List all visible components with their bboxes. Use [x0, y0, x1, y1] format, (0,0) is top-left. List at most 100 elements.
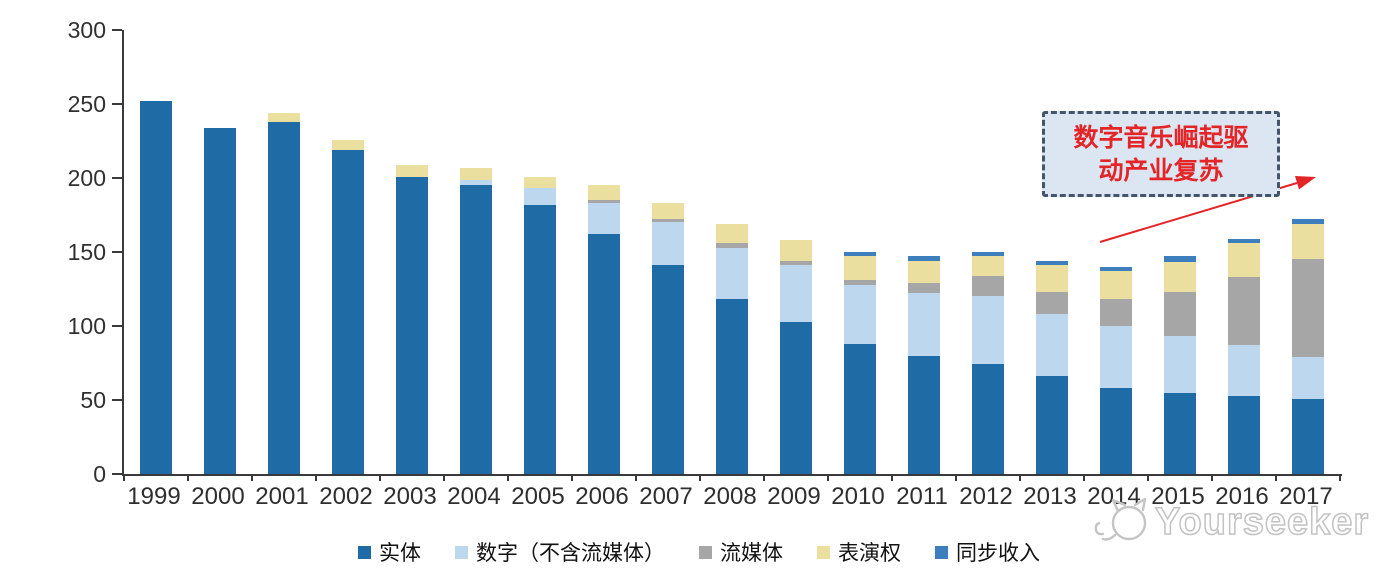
- x-tick-mark: [1147, 474, 1149, 481]
- y-tick-mark: [112, 251, 122, 253]
- bar-segment-数字（不含流媒体）: [524, 188, 556, 205]
- bar-segment-同步收入: [908, 256, 940, 261]
- bar-segment-实体: [652, 265, 684, 474]
- x-tick-mark: [123, 474, 125, 481]
- x-tick-mark: [891, 474, 893, 481]
- x-tick-mark: [251, 474, 253, 481]
- bar-2003: [396, 164, 428, 474]
- x-tick-label: 2012: [959, 483, 1013, 510]
- legend-label: 实体: [379, 541, 421, 565]
- x-tick-label: 2000: [191, 483, 245, 510]
- legend-label: 数字（不含流媒体）: [476, 541, 665, 565]
- bar-segment-表演权: [652, 203, 684, 220]
- bar-segment-实体: [268, 121, 300, 474]
- bar-segment-表演权: [1100, 271, 1132, 300]
- x-tick-mark: [827, 474, 829, 481]
- annotation-box: 数字音乐崛起驱 动产业复苏: [1042, 111, 1280, 197]
- legend-label: 表演权: [838, 541, 901, 565]
- x-tick-label: 2017: [1279, 483, 1333, 510]
- bar-2002: [332, 139, 364, 474]
- bar-segment-表演权: [460, 167, 492, 180]
- bar-segment-实体: [780, 321, 812, 474]
- bar-segment-数字（不含流媒体）: [780, 265, 812, 322]
- x-tick-label: 2006: [575, 483, 629, 510]
- bar-segment-数字（不含流媒体）: [1100, 326, 1132, 389]
- bar-segment-流媒体: [716, 243, 748, 248]
- x-tick-mark: [699, 474, 701, 481]
- bar-segment-数字（不含流媒体）: [972, 296, 1004, 365]
- y-tick-label: 50: [80, 387, 106, 413]
- bar-2011: [908, 256, 940, 474]
- bar-2010: [844, 252, 876, 474]
- cat-logo-icon: [1094, 497, 1147, 541]
- bar-segment-流媒体: [908, 283, 940, 294]
- x-tick-mark: [763, 474, 765, 481]
- bar-segment-同步收入: [972, 252, 1004, 257]
- bar-segment-实体: [844, 343, 876, 474]
- bar-1999: [140, 101, 172, 474]
- x-tick-label: 1999: [127, 483, 181, 510]
- bar-segment-实体: [1228, 395, 1260, 474]
- annotation-text-line1: 数字音乐崛起驱: [1073, 123, 1249, 152]
- bar-segment-实体: [1164, 392, 1196, 474]
- bar-segment-流媒体: [1164, 291, 1196, 337]
- bar-segment-同步收入: [1164, 256, 1196, 263]
- x-tick-label: 2013: [1023, 483, 1077, 510]
- bar-segment-流媒体: [652, 219, 684, 223]
- bar-segment-同步收入: [1036, 260, 1068, 266]
- bar-segment-数字（不含流媒体）: [652, 222, 684, 266]
- legend-item-实体: 实体: [358, 537, 421, 567]
- x-tick-mark: [443, 474, 445, 481]
- bar-segment-实体: [140, 101, 172, 474]
- legend-swatch: [935, 545, 948, 559]
- y-tick-label: 300: [67, 17, 106, 43]
- x-tick-label: 2014: [1087, 483, 1141, 510]
- x-tick-label: 2010: [831, 483, 885, 510]
- bar-segment-实体: [332, 149, 364, 474]
- legend-label: 同步收入: [956, 541, 1040, 565]
- bar-segment-表演权: [716, 223, 748, 244]
- bar-segment-流媒体: [588, 200, 620, 204]
- x-tick-label: 2005: [511, 483, 565, 510]
- y-tick-mark: [112, 177, 122, 179]
- bar-2006: [588, 185, 620, 474]
- bar-segment-实体: [524, 204, 556, 474]
- x-tick-label: 2011: [896, 483, 948, 510]
- legend-swatch: [699, 545, 712, 559]
- x-tick-mark: [1019, 474, 1021, 481]
- bar-segment-数字（不含流媒体）: [1036, 314, 1068, 377]
- legend-item-流媒体: 流媒体: [699, 537, 783, 567]
- x-tick-label: 2001: [255, 483, 309, 510]
- legend-swatch: [817, 545, 830, 559]
- bar-segment-数字（不含流媒体）: [1292, 357, 1324, 399]
- bar-segment-数字（不含流媒体）: [1164, 336, 1196, 393]
- bar-segment-实体: [972, 364, 1004, 474]
- bar-segment-同步收入: [1100, 266, 1132, 272]
- bar-segment-数字（不含流媒体）: [588, 203, 620, 235]
- bar-segment-流媒体: [972, 275, 1004, 297]
- x-tick-label: 2015: [1151, 483, 1205, 510]
- bar-segment-表演权: [524, 176, 556, 189]
- bar-segment-表演权: [972, 256, 1004, 276]
- bar-2014: [1100, 266, 1132, 474]
- bar-segment-数字（不含流媒体）: [908, 293, 940, 356]
- y-tick-label: 250: [67, 91, 106, 117]
- bar-segment-实体: [716, 299, 748, 474]
- x-tick-mark: [1083, 474, 1085, 481]
- bar-2005: [524, 176, 556, 474]
- x-tick-mark: [635, 474, 637, 481]
- y-tick-mark: [112, 103, 122, 105]
- legend-swatch: [455, 545, 468, 559]
- y-tick-mark: [112, 399, 122, 401]
- bar-segment-流媒体: [780, 260, 812, 266]
- legend-item-数字（不含流媒体）: 数字（不含流媒体）: [455, 537, 665, 567]
- bar-segment-表演权: [1036, 265, 1068, 292]
- y-tick-mark: [112, 29, 122, 31]
- legend-item-表演权: 表演权: [817, 537, 901, 567]
- watermark-text: Yourseeker: [1154, 500, 1370, 544]
- bar-segment-同步收入: [844, 252, 876, 257]
- x-tick-label: 2016: [1215, 483, 1269, 510]
- bar-segment-表演权: [588, 185, 620, 201]
- bar-segment-实体: [908, 355, 940, 474]
- x-tick-label: 2009: [767, 483, 821, 510]
